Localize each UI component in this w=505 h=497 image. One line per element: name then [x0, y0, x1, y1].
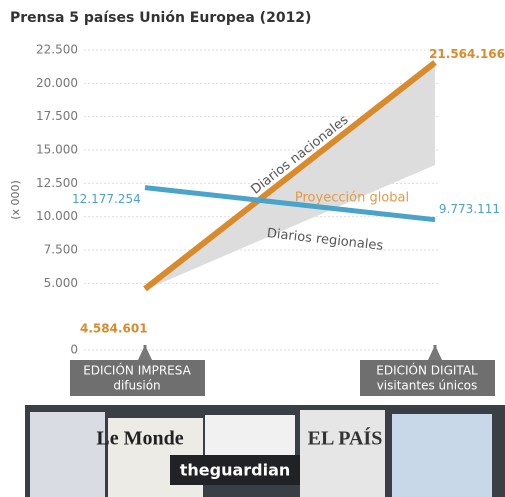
x-tick-label: EDICIÓN IMPRESA	[83, 363, 191, 378]
category-arrow	[138, 345, 152, 360]
x-tick-label: EDICIÓN DIGITAL	[376, 363, 478, 378]
y-tick-label: 22.500	[36, 43, 78, 57]
data-label: 21.564.166	[429, 47, 505, 61]
x-tick-sublabel: difusión	[113, 379, 160, 393]
y-tick-label: 5.000	[44, 276, 78, 290]
photo-text: EL PAÍS	[308, 427, 383, 450]
photo-strip	[25, 405, 505, 497]
y-tick-label: 15.000	[36, 143, 78, 157]
category-box	[360, 360, 495, 396]
y-tick-label: 10.000	[36, 209, 78, 223]
photo-text: theguardian	[180, 461, 291, 480]
x-tick-sublabel: visitantes únicos	[377, 379, 478, 393]
y-tick-label: 7.500	[44, 243, 78, 257]
line	[144, 185, 436, 223]
line	[143, 60, 437, 292]
data-label: 12.177.254	[72, 192, 141, 206]
annotation: Proyección global	[295, 191, 409, 206]
data-label: 9.773.111	[439, 202, 500, 216]
y-tick-label: 17.500	[36, 109, 78, 123]
category-box	[70, 360, 205, 396]
chart-title: Prensa 5 países Unión Europea (2012)	[10, 10, 311, 26]
y-axis-label: (x 000)	[9, 180, 22, 220]
y-tick-label: 12.500	[36, 176, 78, 190]
data-label: 4.584.601	[80, 321, 148, 335]
photo-text: Le Monde	[96, 428, 183, 450]
y-tick-label: 20.000	[36, 76, 78, 90]
category-arrow	[428, 345, 442, 360]
y-tick-label: 0	[70, 343, 78, 357]
